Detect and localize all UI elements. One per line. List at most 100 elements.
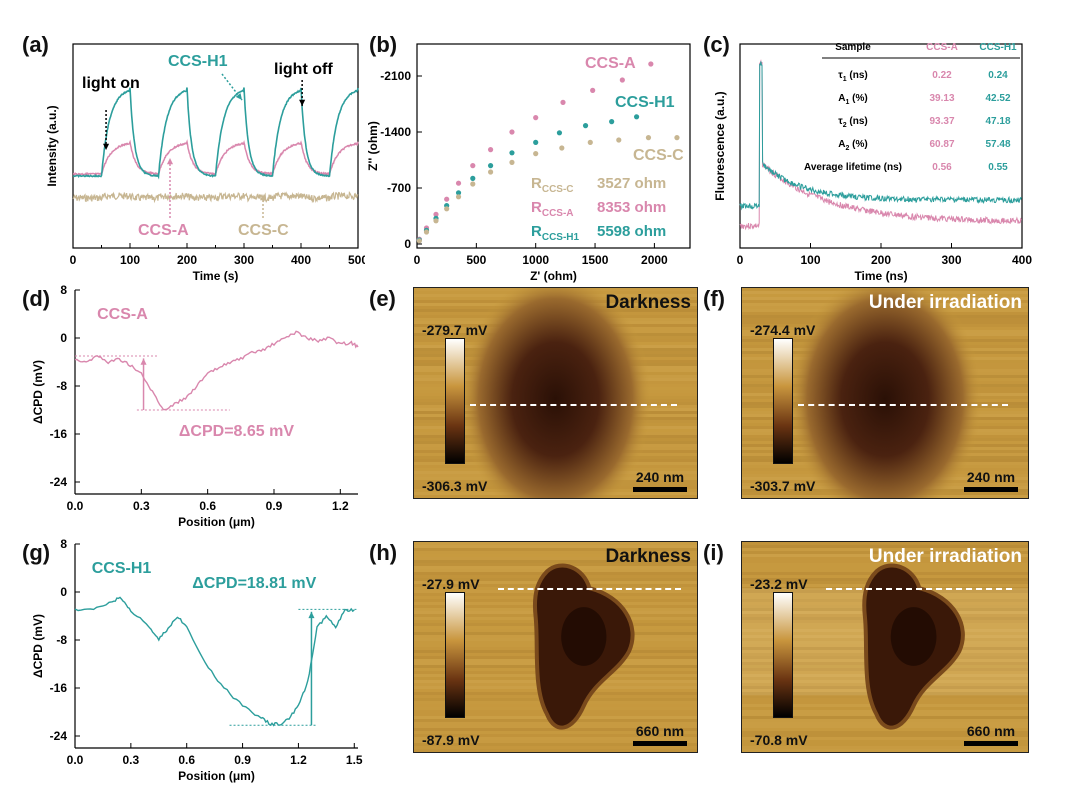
afm-texture-line [742, 551, 1028, 554]
colorbar-top-label: -279.7 mV [422, 322, 488, 338]
x-tick-label-g: 1.5 [346, 753, 363, 767]
x-tick-label-b: 1000 [522, 253, 549, 267]
table-cell-ccs-a: 93.37 [929, 116, 954, 127]
point-ccs-c [433, 218, 439, 224]
annotation-ccs-c: CCS-C [633, 147, 684, 164]
x-tick-label-b: 2000 [641, 253, 668, 267]
panel-label-f: (f) [703, 286, 725, 311]
afm-map [742, 288, 1028, 498]
x-tick-label-a: 400 [291, 253, 311, 267]
afm-texture-line [742, 542, 1028, 545]
panel-label-b: (b) [369, 32, 398, 57]
x-axis-label-b: Z' (ohm) [530, 269, 577, 283]
panel-label-g: (g) [22, 540, 51, 565]
profile-line [470, 403, 677, 406]
legend-r-label: RCCS-C [531, 175, 574, 195]
annotation-delta-cpd-g: ΔCPD=18.81 mV [192, 575, 316, 592]
table-cell-ccs-h1: 57.48 [985, 139, 1010, 150]
scale-bar: 660 nm [633, 723, 687, 746]
y-tick-label-b: 0 [404, 237, 411, 251]
afm-texture-line [414, 560, 697, 563]
y-tick-label-d: 0 [60, 331, 67, 345]
point-ccs-c [616, 137, 622, 143]
x-tick-label-a: 500 [348, 253, 365, 267]
x-tick-label-c: 0 [737, 253, 744, 267]
afm-texture-line [742, 749, 1028, 752]
x-axis-label-c: Time (ns) [854, 269, 907, 283]
point-ccs-a [444, 196, 450, 202]
afm-texture-line [414, 743, 697, 746]
panel-label-c: (c) [703, 32, 730, 57]
point-ccs-a [590, 87, 596, 93]
x-tick-label-b: 1500 [582, 253, 609, 267]
colorbar [773, 338, 793, 464]
arrow-ccs-h1-head [235, 93, 242, 100]
colorbar-bottom-label: -70.8 mV [750, 732, 808, 748]
y-tick-label-d: -24 [50, 475, 68, 489]
annotation-delta-cpd-d: ΔCPD=8.65 mV [179, 423, 294, 440]
panel-label-h: (h) [369, 540, 398, 565]
legend-r-label: RCCS-A [531, 199, 574, 219]
table-row-label: Average lifetime (ns) [804, 162, 902, 173]
panel-label-a: (a) [22, 32, 49, 57]
afm-texture-line [414, 542, 697, 545]
point-ccs-a [509, 129, 515, 135]
y-axis-label-c: Fluorescence (a.u.) [713, 91, 727, 200]
x-tick-label-g: 1.2 [290, 753, 307, 767]
scale-bar-line [633, 487, 687, 492]
plot-frame-c [739, 43, 1023, 249]
chart-d: 8 0 -8 -16 -24 0.0 0.3 0.6 0.9 1.2 Position (μm) ΔC… [31, 284, 359, 529]
arrow-delta-g-head [308, 611, 315, 619]
afm-title: Under irradiation [868, 546, 1022, 567]
afm-title: Under irradiation [868, 292, 1022, 313]
y-tick-label-d: 8 [60, 284, 67, 297]
legend-r-label: RCCS-H1 [531, 223, 580, 243]
colorbar-bottom-label: -306.3 mV [422, 478, 488, 494]
y-tick-label-g: -8 [56, 633, 67, 647]
point-ccs-c [470, 181, 476, 187]
afm-image-e: Darkness -279.7 mV -306.3 mV 240 nm [413, 287, 698, 499]
annotation-ccs-h1: CCS-H1 [168, 53, 228, 70]
table-cell-ccs-h1: 0.24 [988, 70, 1008, 81]
panel-label-i: (i) [703, 540, 724, 565]
point-ccs-h1 [487, 163, 494, 169]
point-ccs-a [455, 180, 462, 186]
afm-particle-core [561, 607, 607, 666]
x-tick-label-b: 500 [466, 253, 486, 267]
x-tick-label-c: 400 [1012, 253, 1032, 267]
series-ccs-c-line [72, 191, 359, 204]
point-ccs-a [433, 211, 439, 217]
y-tick-label-d: -8 [56, 379, 67, 393]
x-tick-label-d: 0.3 [133, 499, 150, 513]
table-row-label: τ1 (ns) [838, 70, 867, 83]
afm-image-f: Under irradiation -274.4 mV -303.7 mV 240 n… [741, 287, 1029, 499]
point-ccs-h1 [609, 119, 615, 125]
point-ccs-a [560, 99, 566, 105]
arrow-ccs-h1 [221, 73, 243, 101]
table-row-label: A1 (%) [838, 93, 867, 106]
table-header-ccs-a: CCS-A [926, 42, 958, 53]
scale-bar-line [964, 741, 1018, 746]
afm-texture-line [414, 728, 697, 731]
x-tick-label-c: 300 [941, 253, 961, 267]
x-tick-label-c: 200 [871, 253, 891, 267]
x-tick-label-d: 0.6 [199, 499, 216, 513]
point-ccs-a [648, 61, 654, 67]
series-profile-g [74, 596, 355, 727]
point-ccs-c [416, 238, 422, 244]
point-ccs-a [470, 163, 476, 169]
point-ccs-c [587, 139, 593, 145]
colorbar-top-label: -274.4 mV [750, 322, 816, 338]
scale-bar-label: 240 nm [635, 469, 685, 485]
panel-label-e: (e) [369, 286, 396, 311]
series-ccs-h1-line [739, 61, 1022, 211]
table-cell-ccs-a: 0.22 [932, 70, 952, 81]
afm-texture-line [742, 737, 1028, 740]
legend-r-value: 5598 ohm [597, 223, 666, 240]
x-tick-label-g: 0.3 [123, 753, 140, 767]
colorbar [445, 338, 465, 464]
chart-b: 0 500 1000 1500 2000 0 -700 -1400 -2100 Z' (ohm) Z… [366, 43, 691, 283]
y-tick-label-b: -2100 [380, 69, 411, 83]
table-cell-ccs-a: 0.56 [932, 162, 952, 173]
scale-bar: 240 nm [633, 469, 687, 492]
